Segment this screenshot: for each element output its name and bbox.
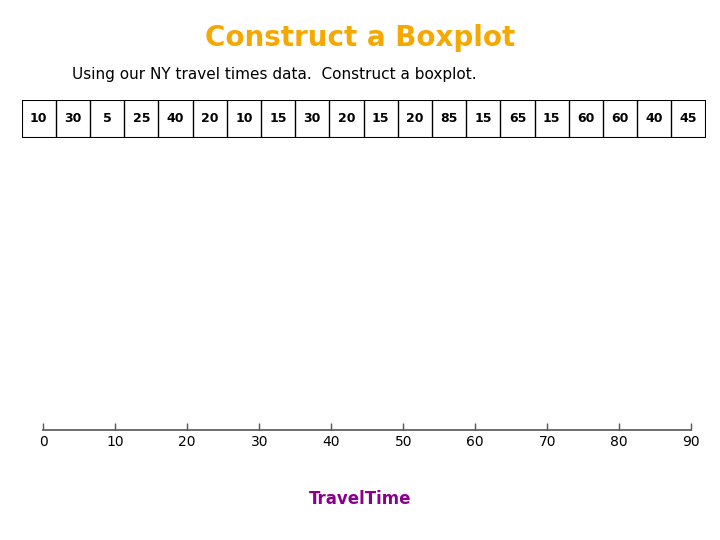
- Text: Construct a Boxplot: Construct a Boxplot: [205, 24, 515, 52]
- Text: Using our NY travel times data.  Construct a boxplot.: Using our NY travel times data. Construc…: [72, 68, 477, 83]
- Text: 45: 45: [680, 112, 697, 125]
- Text: 15: 15: [543, 112, 560, 125]
- Text: 30: 30: [64, 112, 81, 125]
- Text: 60: 60: [577, 112, 595, 125]
- Text: 30: 30: [304, 112, 321, 125]
- Text: 15: 15: [474, 112, 492, 125]
- Text: 40: 40: [646, 112, 663, 125]
- FancyBboxPatch shape: [22, 100, 706, 138]
- Text: 25: 25: [132, 112, 150, 125]
- Text: 10: 10: [30, 112, 48, 125]
- Text: 15: 15: [269, 112, 287, 125]
- Text: 60: 60: [611, 112, 629, 125]
- Text: TravelTime: TravelTime: [309, 490, 411, 508]
- Text: 20: 20: [201, 112, 218, 125]
- Text: 20: 20: [338, 112, 355, 125]
- Text: 85: 85: [441, 112, 458, 125]
- Text: 5: 5: [103, 112, 112, 125]
- Text: 10: 10: [235, 112, 253, 125]
- Text: 20: 20: [406, 112, 423, 125]
- Text: 15: 15: [372, 112, 390, 125]
- Text: 40: 40: [167, 112, 184, 125]
- Text: 65: 65: [509, 112, 526, 125]
